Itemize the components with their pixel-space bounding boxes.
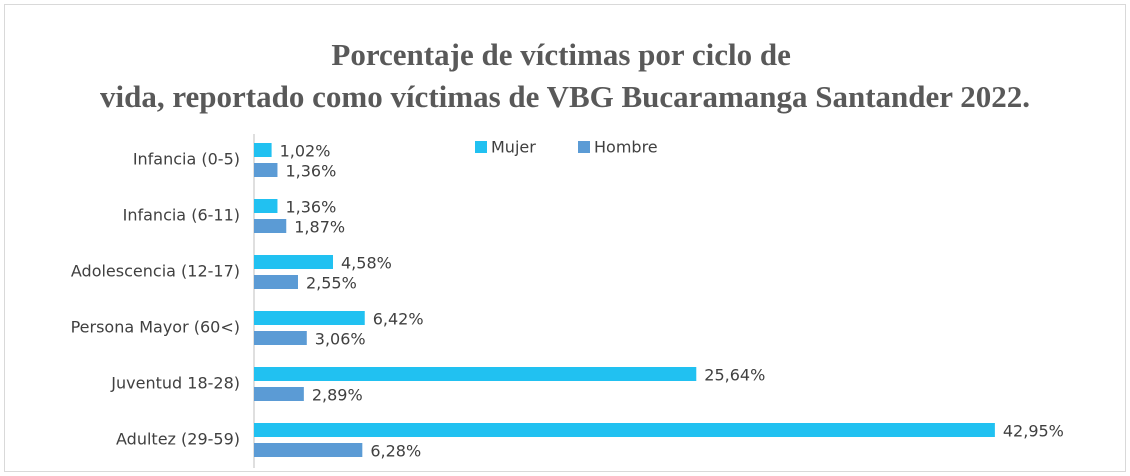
data-label: 1,87% <box>294 218 345 237</box>
data-label: 3,06% <box>315 330 366 349</box>
chart-title: Porcentaje de víctimas por ciclo de vida… <box>100 37 1030 114</box>
data-label: 1,02% <box>280 142 331 161</box>
bar <box>254 311 365 325</box>
legend-swatch <box>578 141 590 153</box>
legend-label: Mujer <box>491 138 536 157</box>
bar <box>254 443 363 457</box>
data-label: 25,64% <box>704 366 765 385</box>
chart-border <box>4 4 1126 472</box>
y-tick-label: Juventud 18-28) <box>110 374 240 393</box>
data-label: 42,95% <box>1003 422 1064 441</box>
bar <box>254 387 304 401</box>
bar <box>254 163 278 177</box>
data-label: 1,36% <box>285 162 336 181</box>
y-tick-label: Infancia (0-5) <box>133 150 240 169</box>
legend-swatch <box>475 141 487 153</box>
data-label: 2,89% <box>312 386 363 405</box>
bar <box>254 423 995 437</box>
y-tick-label: Adultez (29-59) <box>116 430 240 449</box>
data-label: 4,58% <box>341 254 392 273</box>
bar <box>254 143 272 157</box>
bar <box>254 255 334 269</box>
y-tick-label: Adolescencia (12-17) <box>71 262 240 281</box>
data-label: 2,55% <box>306 274 357 293</box>
title-line: Porcentaje de víctimas por ciclo de <box>331 37 790 72</box>
bar <box>254 331 307 345</box>
legend-label: Hombre <box>594 138 658 157</box>
bar <box>254 199 278 213</box>
data-label: 1,36% <box>285 198 336 217</box>
y-tick-label: Infancia (6-11) <box>123 206 240 225</box>
data-label: 6,42% <box>373 310 424 329</box>
y-tick-label: Persona Mayor (60<) <box>71 318 240 337</box>
data-label: 6,28% <box>370 442 421 461</box>
title-line: vida, reportado como víctimas de VBG Buc… <box>100 79 1030 114</box>
bar <box>254 367 697 381</box>
bar <box>254 275 298 289</box>
bar <box>254 219 287 233</box>
